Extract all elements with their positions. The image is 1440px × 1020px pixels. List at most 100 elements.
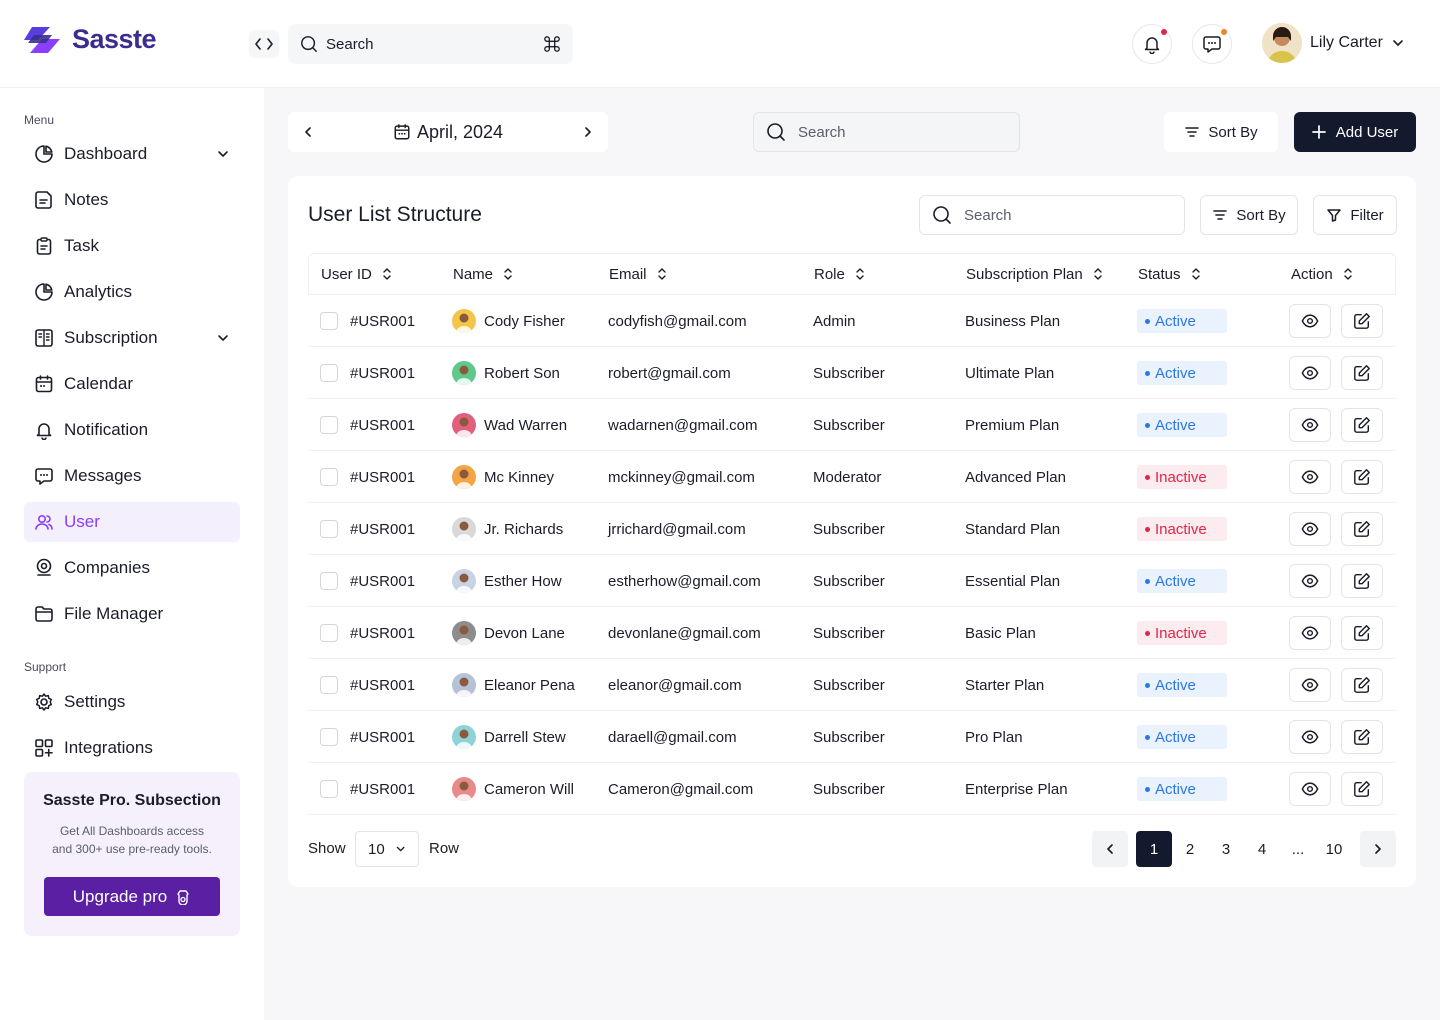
eye-icon xyxy=(1301,470,1319,484)
chevron-left-icon xyxy=(1107,844,1113,854)
bell-icon xyxy=(1144,37,1160,54)
page-button[interactable]: 2 xyxy=(1185,840,1195,858)
edit-button[interactable] xyxy=(1341,356,1383,390)
row-checkbox[interactable] xyxy=(320,520,338,538)
edit-button[interactable] xyxy=(1341,772,1383,806)
toolbar-search-input[interactable]: Search xyxy=(798,123,846,141)
add-user-button[interactable]: Add User xyxy=(1294,112,1416,152)
column-header-action[interactable]: Action xyxy=(1291,266,1353,283)
page-button[interactable]: 1 xyxy=(1136,831,1172,867)
view-button[interactable] xyxy=(1289,408,1331,442)
row-checkbox[interactable] xyxy=(320,676,338,694)
row-checkbox[interactable] xyxy=(320,312,338,330)
date-display: April, 2024 xyxy=(393,122,503,143)
table-row: #USR001 Darrell Stew daraell@gmail.com Subs… xyxy=(308,711,1396,763)
row-checkbox[interactable] xyxy=(320,728,338,746)
sidebar-item-messages[interactable]: Messages xyxy=(24,456,240,496)
column-header-role[interactable]: Role xyxy=(814,266,865,283)
column-header-email[interactable]: Email xyxy=(609,266,667,283)
promo-desc-line2: and 300+ use pre-ready tools. xyxy=(52,842,212,856)
sidebar-item-notes[interactable]: Notes xyxy=(24,180,240,220)
sidebar-item-task[interactable]: Task xyxy=(24,226,240,266)
chevron-right-icon[interactable] xyxy=(582,125,594,139)
sidebar-item-user[interactable]: User xyxy=(24,502,240,542)
view-button[interactable] xyxy=(1289,616,1331,650)
page-button[interactable]: 3 xyxy=(1221,840,1231,858)
toolbar-sort-button[interactable]: Sort By xyxy=(1164,112,1278,152)
row-checkbox[interactable] xyxy=(320,364,338,382)
page-button[interactable]: 10 xyxy=(1325,840,1343,858)
sidebar-item-file-manager[interactable]: File Manager xyxy=(24,594,240,634)
logo[interactable]: Sasste xyxy=(24,24,157,55)
menu-section-label: Menu xyxy=(24,113,55,127)
prev-page-button[interactable] xyxy=(1092,831,1128,867)
edit-button[interactable] xyxy=(1341,668,1383,702)
sidebar-item-label: Calendar xyxy=(64,374,133,393)
toolbar-search[interactable]: Search xyxy=(753,112,1020,152)
collapse-sidebar-button[interactable] xyxy=(249,30,279,58)
notifications-button[interactable] xyxy=(1132,24,1172,64)
column-header-name[interactable]: Name xyxy=(453,266,513,283)
row-checkbox[interactable] xyxy=(320,780,338,798)
message-dot xyxy=(1221,29,1227,35)
table-filter-button[interactable]: Filter xyxy=(1313,195,1397,235)
edit-button[interactable] xyxy=(1341,408,1383,442)
global-search-input[interactable]: Search xyxy=(326,35,374,53)
user-menu[interactable]: Lily Carter xyxy=(1262,23,1405,63)
sidebar-item-integrations[interactable]: Integrations xyxy=(24,728,240,768)
next-page-button[interactable] xyxy=(1360,831,1396,867)
email-cell: mckinney@gmail.com xyxy=(608,468,755,486)
view-button[interactable] xyxy=(1289,460,1331,494)
edit-button[interactable] xyxy=(1341,460,1383,494)
sidebar-item-settings[interactable]: Settings xyxy=(24,682,240,722)
edit-button[interactable] xyxy=(1341,564,1383,598)
sidebar-item-dashboard[interactable]: Dashboard xyxy=(24,134,240,174)
view-button[interactable] xyxy=(1289,512,1331,546)
plan-cell: Pro Plan xyxy=(965,728,1023,746)
sidebar-item-label: Integrations xyxy=(64,738,153,757)
sidebar-item-calendar[interactable]: Calendar xyxy=(24,364,240,404)
column-header-user-id[interactable]: User ID xyxy=(321,266,392,283)
table-sort-button[interactable]: Sort By xyxy=(1200,195,1298,235)
avatar xyxy=(452,725,476,749)
eye-icon xyxy=(1301,626,1319,640)
date-label: April, 2024 xyxy=(416,121,504,142)
column-header-subscription-plan[interactable]: Subscription Plan xyxy=(966,266,1103,283)
sidebar-item-analytics[interactable]: Analytics xyxy=(24,272,240,312)
view-button[interactable] xyxy=(1289,564,1331,598)
edit-button[interactable] xyxy=(1341,720,1383,754)
code-arrows-icon xyxy=(255,38,273,50)
user-id-cell: #USR001 xyxy=(350,312,416,330)
edit-button[interactable] xyxy=(1341,512,1383,546)
edit-button[interactable] xyxy=(1341,304,1383,338)
rows-per-page-select[interactable]: 10 xyxy=(355,831,419,867)
sort-arrows-icon xyxy=(504,268,512,280)
sidebar-item-companies[interactable]: Companies xyxy=(24,548,240,588)
view-button[interactable] xyxy=(1289,304,1331,338)
view-button[interactable] xyxy=(1289,356,1331,390)
chevron-left-icon[interactable] xyxy=(302,125,314,139)
table-search-input[interactable]: Search xyxy=(964,206,1012,224)
table-search[interactable]: Search xyxy=(919,195,1185,235)
page-button[interactable]: 4 xyxy=(1257,840,1267,858)
sidebar-item-subscription[interactable]: Subscription xyxy=(24,318,240,358)
upgrade-pro-button[interactable]: Upgrade pro xyxy=(44,877,220,916)
status-badge: Inactive xyxy=(1137,621,1227,645)
user-id-cell: #USR001 xyxy=(350,468,416,486)
name-cell: Robert Son xyxy=(452,347,560,399)
column-header-status[interactable]: Status xyxy=(1138,266,1201,283)
edit-button[interactable] xyxy=(1341,616,1383,650)
row-checkbox[interactable] xyxy=(320,624,338,642)
view-button[interactable] xyxy=(1289,720,1331,754)
view-button[interactable] xyxy=(1289,668,1331,702)
sidebar-item-notification[interactable]: Notification xyxy=(24,410,240,450)
promo-desc-line1: Get All Dashboards access xyxy=(59,824,205,838)
date-picker[interactable]: April, 2024 xyxy=(288,112,608,152)
view-button[interactable] xyxy=(1289,772,1331,806)
table-row: #USR001 Mc Kinney mckinney@gmail.com Modera… xyxy=(308,451,1396,503)
global-search[interactable]: Search xyxy=(288,24,573,64)
row-checkbox[interactable] xyxy=(320,572,338,590)
row-checkbox[interactable] xyxy=(320,416,338,434)
row-checkbox[interactable] xyxy=(320,468,338,486)
messages-button[interactable] xyxy=(1192,24,1232,64)
